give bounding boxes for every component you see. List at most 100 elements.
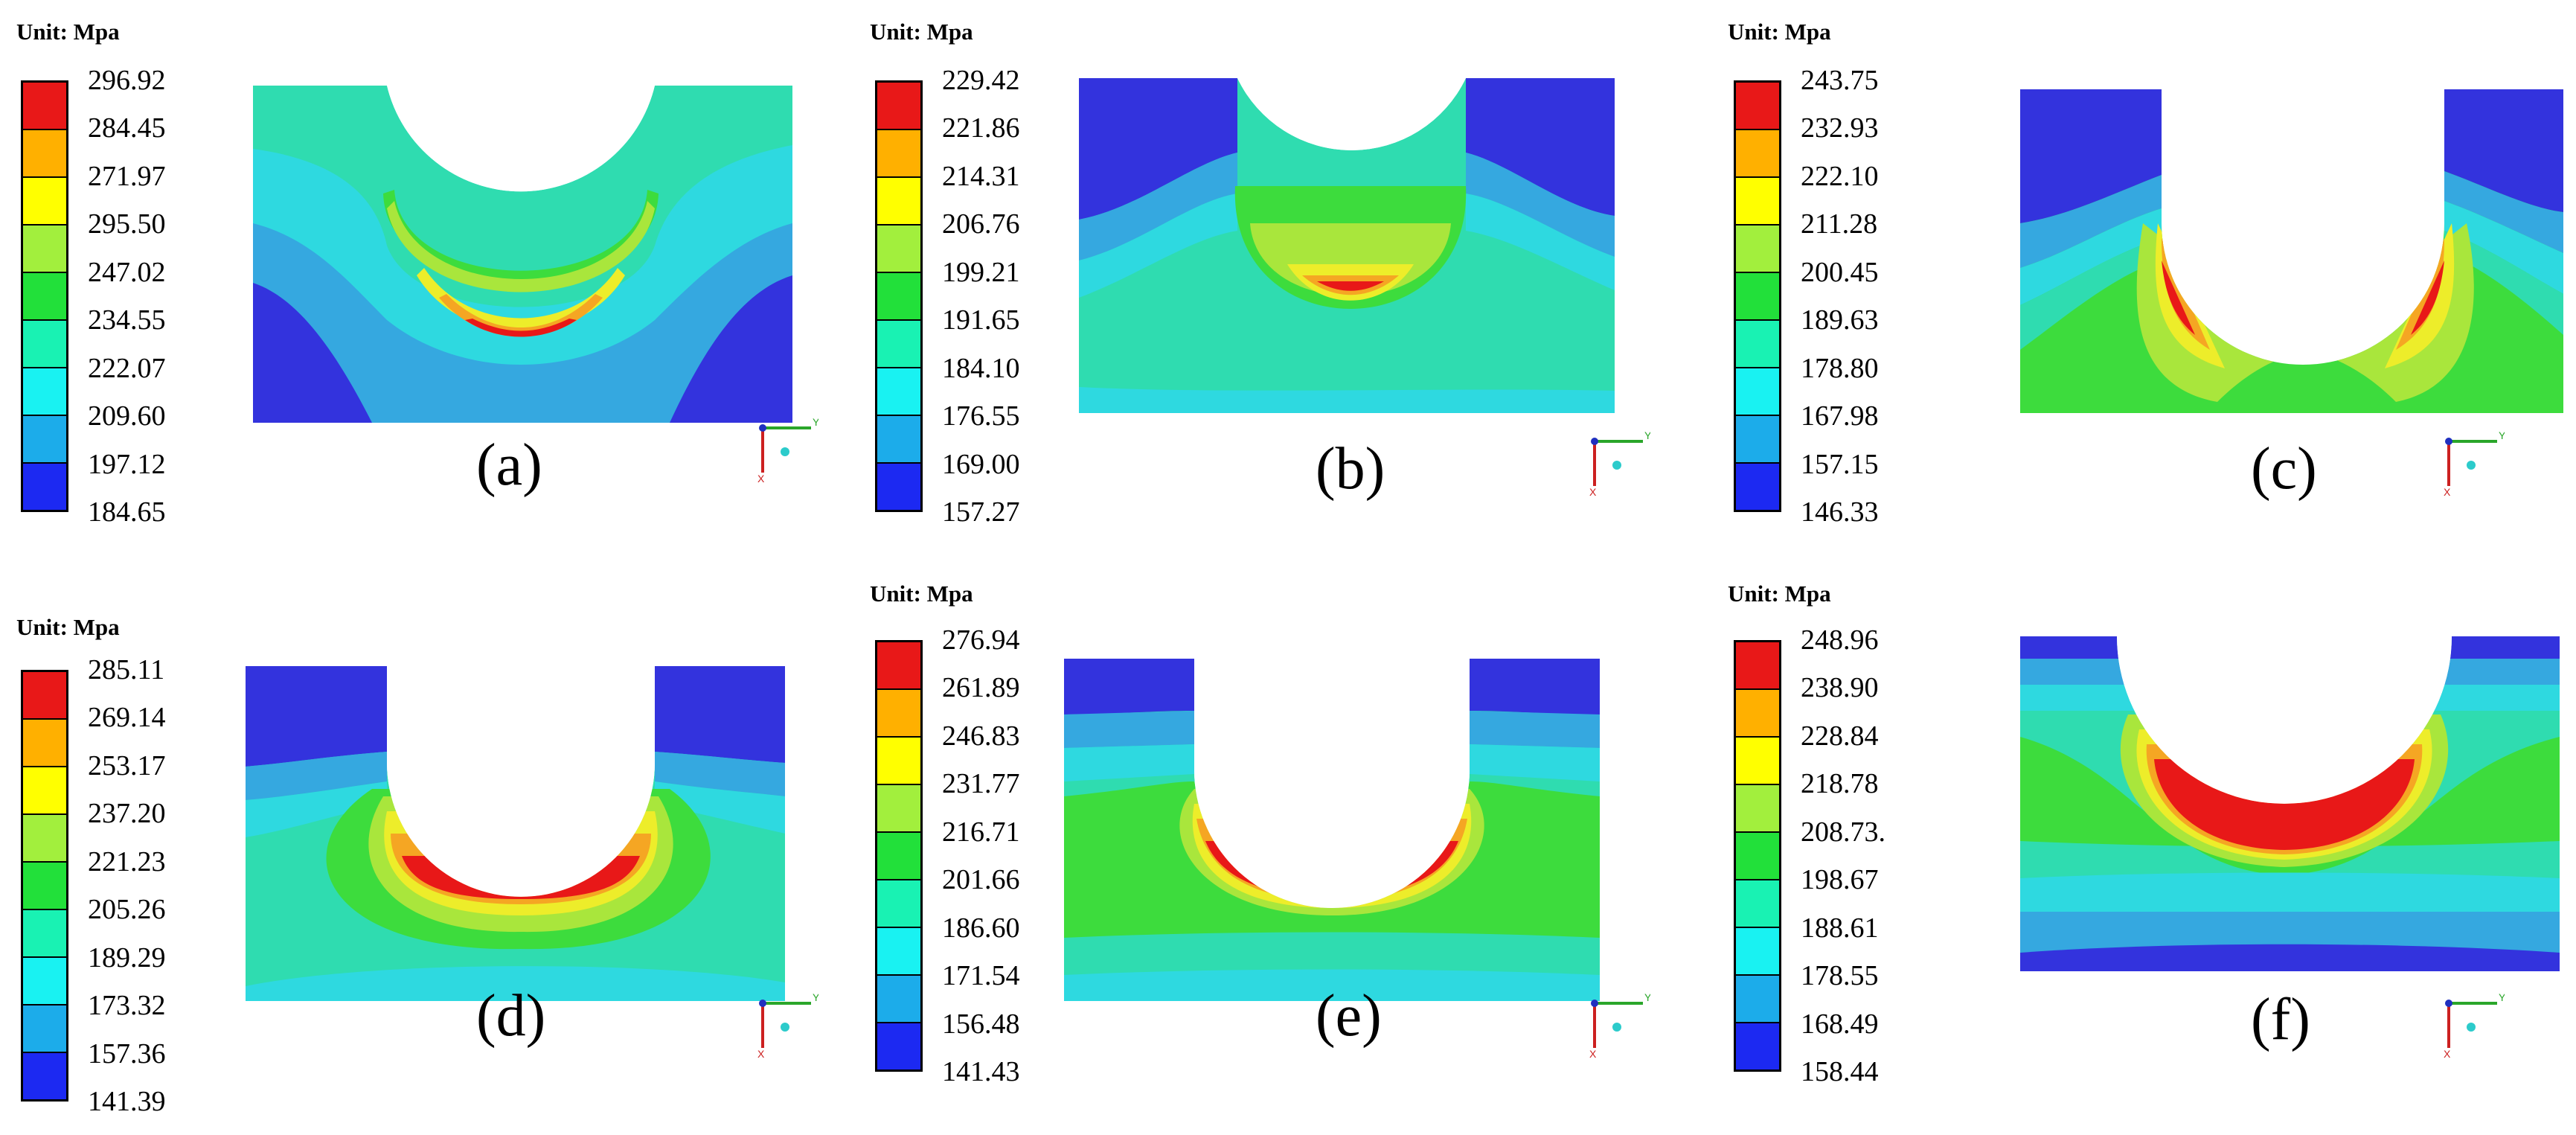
scale-tick-label: 184.10 [942,352,1020,384]
zone-blue-left [2020,89,2162,223]
scale-swatch [1736,738,1779,785]
scale-swatch [877,130,920,178]
scale-tick-label: 261.89 [942,672,1020,704]
scale-swatch [877,416,920,464]
panel-c: Unit: Mpa 243.75 232.93 222.10 211.28 200.45… [1711,0,2567,551]
zone-sky-right [2444,171,2563,253]
scale-swatch [23,178,66,226]
zone-blue-right [655,666,785,763]
scale-swatch [877,321,920,368]
scale-tick-label: 234.55 [88,304,166,336]
axes-triad: Y X [2444,992,2505,1059]
scale-swatch [23,1053,66,1099]
stress-contour-plot [2020,636,2560,971]
scale-swatch [877,178,920,226]
zone-red-left [2162,260,2195,335]
scale-tick-label: 208.73. [1801,816,1885,848]
axis-label-x: X [757,1048,765,1059]
scale-tick-label: 214.31 [942,160,1020,192]
zone-blue-right [1470,659,1600,714]
axes-triad: Y X [1589,430,1650,497]
zone-cyan-right [2444,201,2563,294]
notch-edge [1237,78,1466,150]
scale-tick-label: 157.27 [942,496,1020,528]
axis-label-x: X [1589,486,1597,497]
zone-cyan-left [1064,744,1194,781]
color-scale-bar [875,640,923,1072]
scale-swatch [1736,976,1779,1023]
scale-tick-label: 205.26 [88,894,166,926]
scale-tick-label: 168.49 [1801,1008,1879,1040]
unit-title: Unit: Mpa [870,19,973,45]
scale-tick-label: 253.17 [88,749,166,781]
scale-tick-label: 209.60 [88,400,166,432]
zone-sky-right [1470,711,1600,748]
scale-tick-label: 231.77 [942,768,1020,800]
scale-tick-label: 276.94 [942,624,1020,656]
scale-swatch [23,416,66,464]
zone-red-right [2411,260,2444,335]
zone-red-band [1317,281,1384,291]
axis-label-x: X [2444,1048,2451,1059]
zone-blue-right [1466,78,1615,216]
stress-contour-plot [246,666,785,1001]
scale-tick-label: 191.65 [942,304,1020,336]
scale-swatch [1736,833,1779,880]
scale-tick-label: 158.44 [1801,1056,1879,1087]
scale-swatch [1736,690,1779,738]
zone-sky-left [246,752,387,800]
unit-title: Unit: Mpa [16,19,120,45]
scale-tick-label: 201.66 [942,864,1020,896]
scale-swatch [1736,416,1779,464]
scale-swatch [877,928,920,976]
axis-label-x: X [2444,486,2451,497]
scale-tick-label: 189.29 [88,941,166,973]
scale-tick-label: 197.12 [88,448,166,480]
zone-cyan-right [1470,744,1600,781]
panel-caption: (c) [2251,436,2317,502]
scale-tick-label: 248.96 [1801,624,1879,656]
zone-green-band [2020,737,2560,875]
zone-blue-bottom [2020,944,2560,971]
panel-b: Unit: Mpa 229.42 221.86 214.31 206.76 199.21… [856,0,1711,551]
unit-title: Unit: Mpa [870,581,973,607]
zone-red-band [465,319,577,337]
zone-sky-bottom [2020,912,2560,953]
scale-swatch [877,833,920,880]
scale-tick-label: 169.00 [942,448,1020,480]
scale-swatch [23,83,66,130]
zone-sky-left [2020,175,2162,268]
scale-tick-label: 173.32 [88,990,166,1022]
panel-d: Unit: Mpa 285.11 269.14 253.17 237.20 221.23… [0,566,856,1116]
stress-contour-plot [1064,659,1600,1001]
scale-tick-label: 222.07 [88,352,166,384]
scale-tick-label: 221.23 [88,845,166,877]
scale-swatch [877,880,920,928]
zone-sky [253,223,792,423]
zone-blue-left [246,666,387,767]
zone-blue-right [2444,89,2563,212]
zone-sky-right [1466,153,1615,257]
scale-tick-label: 218.78 [1801,768,1879,800]
scale-tick-label: 146.33 [1801,496,1879,528]
zone-aqua-right [2444,231,2563,335]
scale-tick-label: 176.55 [942,400,1020,432]
scale-swatch [23,1005,66,1053]
panel-e: Unit: Mpa 276.94 261.89 246.83 231.77 216.71… [856,566,1711,1116]
scale-tick-label: 189.63 [1801,304,1879,336]
scale-swatch [23,273,66,321]
stress-contour-plot [253,86,792,423]
scale-tick-label: 285.11 [88,654,165,685]
panel-a: Unit: Mpa 296.92 284.45 271.97 295.50 247.02… [0,0,856,551]
zone-cyan-bottom [1079,387,1615,413]
scale-swatch [877,226,920,273]
scale-swatch [1736,178,1779,226]
scale-swatch [23,958,66,1005]
zone-sky-right [655,752,785,796]
scale-tick-label: 141.43 [942,1056,1020,1087]
stress-contour-plot [1079,78,1615,413]
scale-swatch [877,976,920,1023]
scale-swatch [877,464,920,510]
scale-swatch [1736,368,1779,416]
scale-swatch [23,130,66,178]
